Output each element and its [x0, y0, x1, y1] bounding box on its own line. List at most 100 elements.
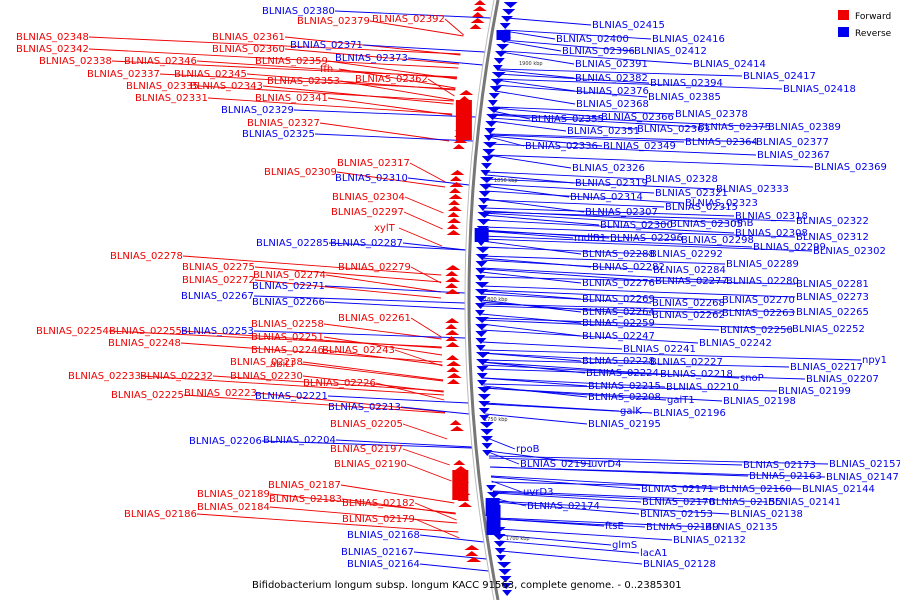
reverse-feature-glyph: [487, 107, 502, 113]
reverse-gene-label: BLNIAS_02213: [328, 402, 401, 413]
connector-line: [487, 154, 814, 168]
reverse-gene-label: BLNIAS_02326: [572, 163, 645, 174]
connector-line: [198, 85, 454, 102]
forward-feature-glyph: [445, 355, 459, 360]
reverse-gene-label: BLNIAS_02207: [806, 374, 879, 385]
legend-forward-label: Forward: [855, 12, 891, 22]
reverse-feature-glyph: [489, 86, 502, 92]
reverse-feature-glyph: [484, 128, 496, 134]
reverse-feature-glyph: [480, 429, 494, 435]
connector-line: [327, 97, 453, 116]
forward-gene-label: BLNIAS_02251: [251, 332, 324, 343]
reverse-gene-label: BLNIAS_02198: [723, 396, 796, 407]
connector-line: [485, 174, 575, 184]
reverse-feature-glyph: [483, 142, 498, 148]
forward-gene-label: BLNIAS_02183: [269, 494, 342, 505]
connector-line: [484, 403, 653, 414]
connector-line: [486, 437, 516, 450]
reverse-feature-glyph: [486, 114, 500, 120]
reverse-gene-label: BLNIAS_02227: [650, 357, 723, 368]
forward-gene-label: BLNIAS_02361: [212, 32, 285, 43]
connector-line: [327, 60, 457, 80]
connector-line: [492, 490, 768, 503]
connector-line: [499, 540, 640, 554]
reverse-feature-glyph: [475, 254, 489, 260]
forward-feature-glyph: [446, 224, 459, 229]
forward-feature-glyph: [446, 373, 462, 378]
map-caption: Bifidobacterium longum subsp. longum KAC…: [252, 580, 682, 591]
forward-gene-label: BLNIAS_02226: [303, 378, 376, 389]
forward-feature-glyph: [474, 0, 486, 5]
reverse-gene-label: BLNIAS_02153: [640, 509, 713, 520]
reverse-feature-glyph: [478, 408, 490, 414]
reverse-gene-label: BLNIAS_02351: [567, 126, 640, 137]
reverse-feature-glyph: [500, 583, 512, 589]
reverse-gene-label: BLNIAS_02285: [256, 238, 329, 249]
connector-line: [489, 135, 603, 147]
forward-gene-label: BLNIAS_02353: [267, 76, 340, 87]
reverse-feature-glyph: [486, 492, 501, 498]
connector-line: [492, 114, 698, 128]
reverse-gene-label: BLNIAS_02371: [290, 40, 363, 51]
connector-line: [480, 305, 722, 314]
reverse-gene-label: BLNIAS_02368: [576, 99, 649, 110]
connector-line: [500, 50, 693, 65]
reverse-gene-label: BLNIAS_02163: [749, 471, 822, 482]
reverse-feature-glyph: [476, 359, 490, 365]
reverse-gene-label: BLNIAS_02271: [252, 281, 325, 292]
connector-line: [481, 246, 650, 255]
reverse-gene-label: BLNIAS_02308: [735, 228, 808, 239]
connector-line: [501, 550, 643, 565]
reverse-feature-glyph: [486, 505, 501, 535]
reverse-gene-label: BLNIAS_02364: [685, 137, 758, 148]
connector-line: [483, 207, 735, 217]
forward-gene-label: BLNIAS_02338: [39, 56, 112, 67]
forward-feature-glyph: [446, 367, 460, 372]
reverse-gene-label: BLNIAS_02173: [743, 460, 816, 471]
reverse-gene-label: BLNIAS_02218: [660, 369, 733, 380]
reverse-gene-label: BLNIAS_02329: [221, 105, 294, 116]
forward-feature-glyph: [452, 470, 469, 500]
reverse-feature-glyph: [502, 590, 513, 596]
reverse-feature-glyph: [477, 394, 491, 400]
forward-feature-glyph: [447, 206, 462, 211]
forward-feature-glyph: [455, 100, 472, 140]
forward-gene-label: BLNIAS_02186: [124, 509, 197, 520]
reverse-gene-label: BLNIAS_02281: [796, 279, 869, 290]
connector-line: [498, 68, 743, 77]
connector-line: [404, 196, 444, 214]
reverse-feature-glyph: [476, 366, 489, 372]
connector-line: [488, 455, 829, 465]
connector-line: [481, 259, 653, 271]
forward-feature-glyph: [471, 12, 484, 17]
connector-line: [482, 361, 660, 375]
tick-label: 1700 kbp: [506, 536, 530, 542]
forward-feature-glyph: [458, 96, 471, 101]
forward-gene-label: BLNIAS_02197: [330, 444, 403, 455]
connector-line: [324, 285, 466, 294]
forward-gene-label: BLNIAS_02331: [135, 93, 208, 104]
forward-feature-glyph: [445, 318, 460, 323]
reverse-gene-label: BLNIAS_02168: [347, 530, 420, 541]
reverse-gene-label: BLNIAS_02312: [796, 232, 869, 243]
connector-line: [481, 319, 720, 331]
legend-reverse-swatch: [838, 27, 849, 37]
connector-line: [212, 375, 444, 392]
reverse-gene-label: BLNIAS_02355: [531, 114, 604, 125]
forward-feature-glyph: [450, 170, 465, 175]
forward-gene-label: BLNIAS_02346: [124, 56, 197, 67]
connector-line: [494, 501, 640, 515]
connector-line: [403, 211, 443, 230]
reverse-feature-glyph: [492, 534, 506, 540]
connector-line: [196, 513, 459, 533]
forward-gene-label: BLNIAS_02275: [182, 262, 255, 273]
legend-forward-swatch: [838, 10, 849, 20]
forward-feature-glyph: [450, 426, 465, 431]
forward-gene-label: ffh: [320, 64, 333, 75]
connector-line: [407, 177, 470, 186]
reverse-feature-glyph: [478, 198, 490, 204]
connector-line: [246, 73, 456, 91]
connector-line: [182, 255, 442, 276]
